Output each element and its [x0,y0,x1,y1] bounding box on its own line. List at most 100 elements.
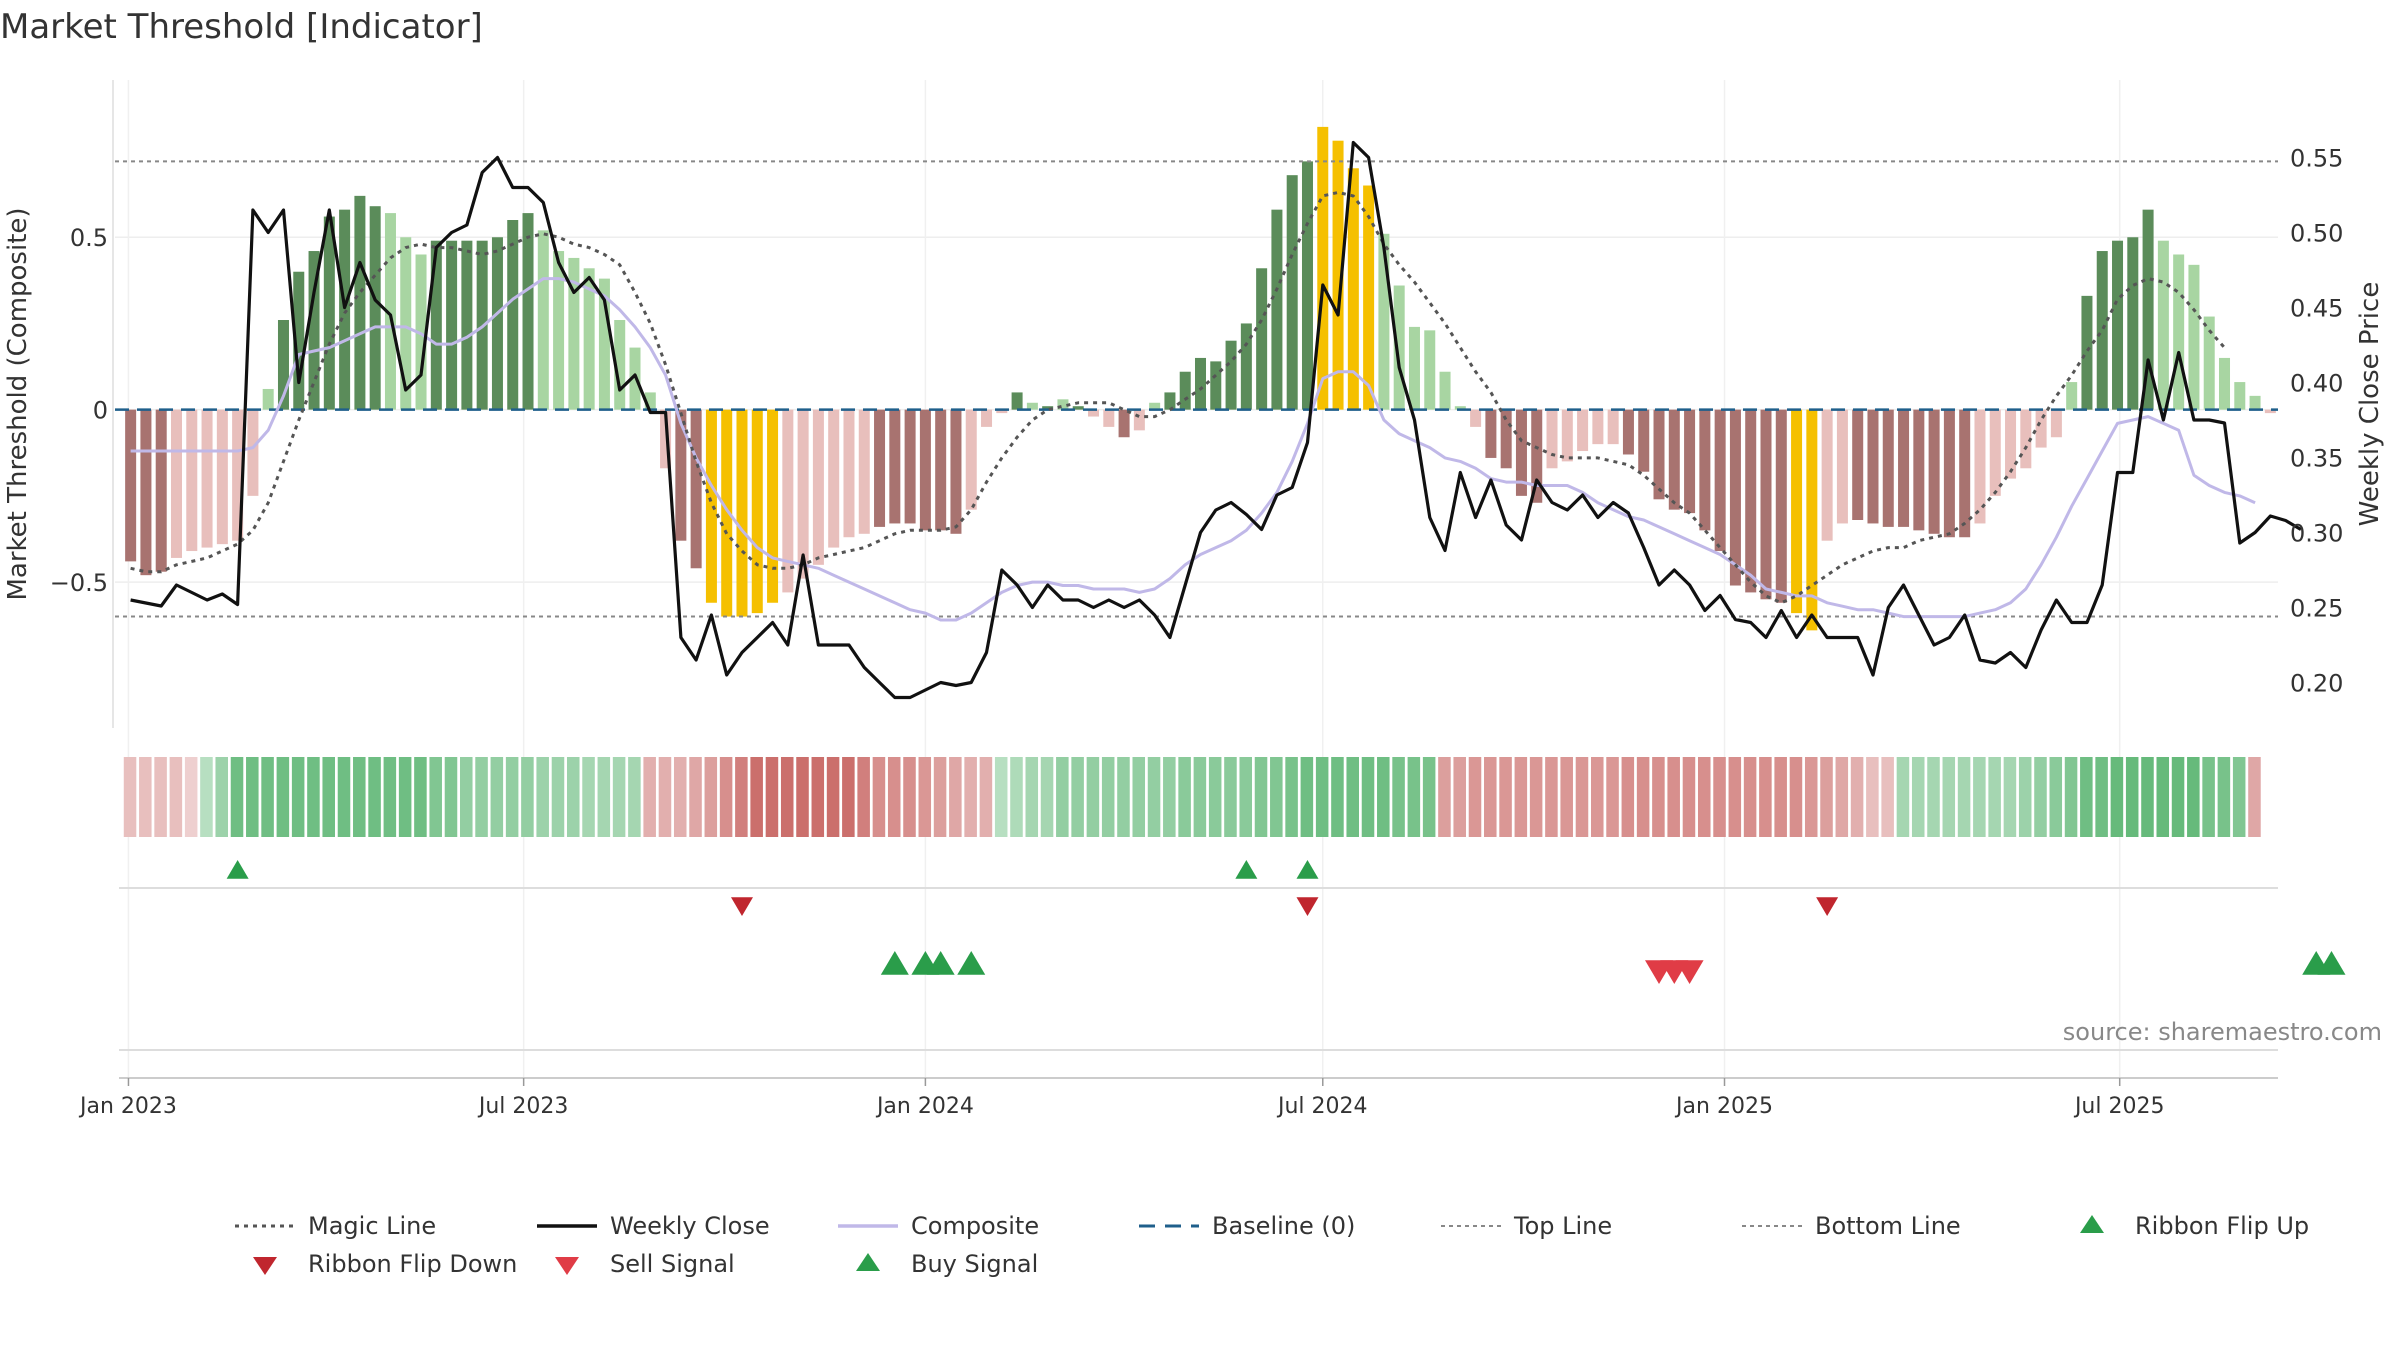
ribbon-cell [582,757,595,837]
composite-bar [522,213,534,410]
ribbon-flip-down-marker [730,897,753,916]
composite-bar [1393,285,1405,410]
composite-bar [2264,409,2276,414]
legend-item: Magic Line [235,1212,436,1240]
composite-bar [1378,233,1390,410]
composite-bar [1179,371,1191,410]
composite-bar [828,409,840,548]
ribbon-cell [1392,757,1405,837]
ribbon-cell [933,757,947,837]
composite-bar [430,240,442,410]
ribbon-cell [460,757,473,837]
composite-bar [1286,175,1298,410]
ribbon-cell [1759,757,1772,837]
ribbon-cell [2156,757,2170,837]
legend-swatch [856,1253,880,1271]
ribbon-cell [246,757,259,837]
composite-bar [1271,209,1283,410]
composite-bar [1072,406,1084,410]
ribbon-cell [1025,757,1039,837]
legend-label: Bottom Line [1815,1212,1961,1240]
composite-bar [1745,409,1757,593]
ribbon-cell [1132,757,1146,837]
ribbon-cell [1040,757,1054,837]
composite-bar [797,409,809,579]
legend-label: Composite [911,1212,1039,1240]
ribbon-cell [1743,757,1757,837]
composite-bar [1057,399,1069,410]
ribbon-cell [1438,757,1451,837]
composite-bar [981,409,993,427]
composite-bar [1088,409,1100,417]
ribbon-cell [505,757,519,837]
y-tick-label-right: 0.50 [2290,220,2343,248]
y-axis-label-left: Market Threshold (Composite) [3,207,33,600]
composite-bar [1821,409,1833,541]
ribbon-cell [1208,757,1222,837]
composite-bar [2234,382,2246,410]
ribbon-cell [658,757,672,837]
composite-bar [507,220,519,410]
ribbon-cell [796,757,809,837]
ribbon-cell [414,757,427,837]
composite-bar [919,409,931,531]
legend-item: Top Line [1441,1212,1612,1240]
ribbon-cell [1896,757,1910,837]
ribbon-cell [1361,757,1375,837]
ribbon-cell [398,757,412,837]
ribbon-cell [1804,757,1818,837]
ribbon-panel [123,757,2261,837]
ribbon-cell [1407,757,1421,837]
composite-bar [2081,295,2093,410]
composite-bar [232,409,244,541]
ribbon-cell [475,757,488,837]
ribbon-cell [368,757,381,837]
ribbon-cell [1774,757,1787,837]
composite-bar [1485,409,1497,458]
ribbon-flip-down-marker [1296,897,1319,916]
composite-bar [1867,409,1879,524]
ribbon-cell [1163,757,1176,837]
composite-bar [2157,240,2169,410]
composite-bar [2005,409,2017,479]
composite-bar [2035,409,2047,448]
ribbon-cell [2049,757,2063,837]
composite-bar [1026,402,1038,410]
composite-bar [186,409,198,552]
ribbon-cell [521,757,534,837]
legend-label: Sell Signal [610,1250,735,1278]
ribbon-cell [1911,757,1925,837]
main-panel: 0.50−0.50.550.500.450.400.350.300.250.20 [50,80,2343,1078]
composite-bar [1959,409,1971,538]
composite-bar [1240,323,1252,410]
composite-bar [2112,240,2124,410]
y-tick-label-right: 0.35 [2290,445,2343,473]
composite-bar [1210,361,1222,410]
ribbon-cell [750,757,763,837]
composite-bar [1577,409,1589,452]
legend-label: Ribbon Flip Down [308,1250,517,1278]
ribbon-flip-up-marker [226,860,249,879]
magic-line-series [130,190,2226,605]
ribbon-cell [490,757,504,837]
ribbon-cell [1346,757,1359,837]
composite-bar [1500,409,1512,469]
composite-bar [1882,409,1894,527]
ribbon-cell [2080,757,2093,837]
ribbon-cell [1086,757,1100,837]
ribbon-cell [1697,757,1711,837]
ribbon-cell [1973,757,1986,837]
ribbon-cell [2202,757,2215,837]
ribbon-cell [994,757,1008,837]
composite-bar [1515,409,1527,496]
ribbon-cell [903,757,916,837]
y-tick-label-right: 0.20 [2290,670,2343,698]
y-tick-label-left: −0.5 [50,569,108,597]
composite-bar [384,213,396,410]
legend-swatch [555,1257,579,1275]
composite-bar [140,409,152,576]
legend-label: Ribbon Flip Up [2135,1212,2309,1240]
composite-bar [2020,409,2032,469]
ribbon-cell [826,757,840,837]
composite-bar [568,257,580,410]
